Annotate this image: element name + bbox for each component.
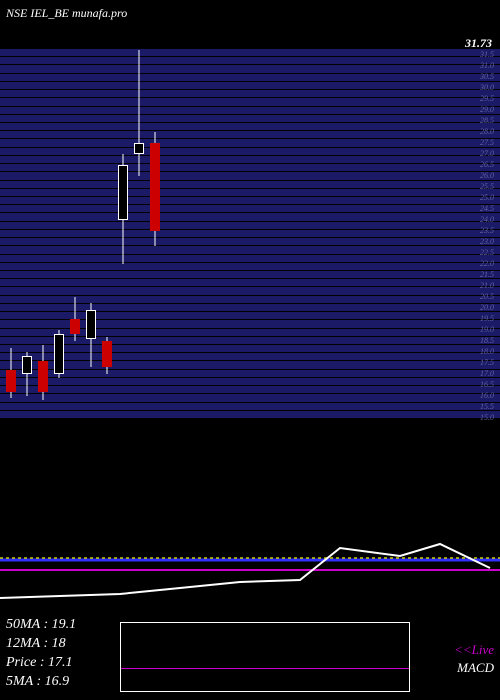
y-tick-label: 17.5	[480, 359, 494, 367]
ma-legend: 50MA : 19.112MA : 18Price : 17.15MA : 16…	[6, 616, 76, 692]
y-tick-label: 24.5	[480, 205, 494, 213]
y-tick-label: 20.5	[480, 293, 494, 301]
y-tick-label: 17.0	[480, 370, 494, 378]
y-tick-label: 22.0	[480, 260, 494, 268]
y-tick-label: 29.0	[480, 106, 494, 114]
y-tick-label: 31.5	[480, 51, 494, 59]
y-tick-label: 29.5	[480, 95, 494, 103]
top-price-label: 31.73	[465, 36, 492, 51]
ma-legend-line: Price : 17.1	[6, 654, 76, 673]
y-tick-label: 26.5	[480, 161, 494, 169]
y-tick-label: 25.5	[480, 183, 494, 191]
y-tick-label: 23.0	[480, 238, 494, 246]
y-tick-label: 20.0	[480, 304, 494, 312]
y-tick-label: 31.0	[480, 62, 494, 70]
ma-legend-line: 12MA : 18	[6, 635, 76, 654]
y-tick-label: 30.0	[480, 84, 494, 92]
y-tick-label: 24.0	[480, 216, 494, 224]
y-tick-label: 25.0	[480, 194, 494, 202]
y-tick-label: 19.0	[480, 326, 494, 334]
y-tick-label: 23.5	[480, 227, 494, 235]
macd-box	[120, 622, 410, 692]
y-tick-label: 26.0	[480, 172, 494, 180]
indicator-panel	[0, 520, 500, 610]
y-tick-label: 28.0	[480, 128, 494, 136]
y-tick-label: 21.0	[480, 282, 494, 290]
live-label: <<Live	[454, 642, 494, 658]
y-tick-label: 22.5	[480, 249, 494, 257]
y-tick-label: 21.5	[480, 271, 494, 279]
y-tick-label: 15.0	[480, 414, 494, 422]
y-tick-label: 28.5	[480, 117, 494, 125]
y-tick-label: 19.5	[480, 315, 494, 323]
y-tick-label: 30.5	[480, 73, 494, 81]
macd-label: MACD	[457, 660, 494, 676]
ma-legend-line: 50MA : 19.1	[6, 616, 76, 635]
y-tick-label: 16.0	[480, 392, 494, 400]
y-tick-label: 15.5	[480, 403, 494, 411]
ma-legend-line: 5MA : 16.9	[6, 673, 76, 692]
y-tick-label: 27.0	[480, 150, 494, 158]
y-tick-label: 16.5	[480, 381, 494, 389]
y-tick-label: 18.5	[480, 337, 494, 345]
macd-zero-line	[121, 668, 409, 669]
y-tick-label: 27.5	[480, 139, 494, 147]
y-tick-label: 18.0	[480, 348, 494, 356]
indicator-lines	[0, 520, 500, 610]
